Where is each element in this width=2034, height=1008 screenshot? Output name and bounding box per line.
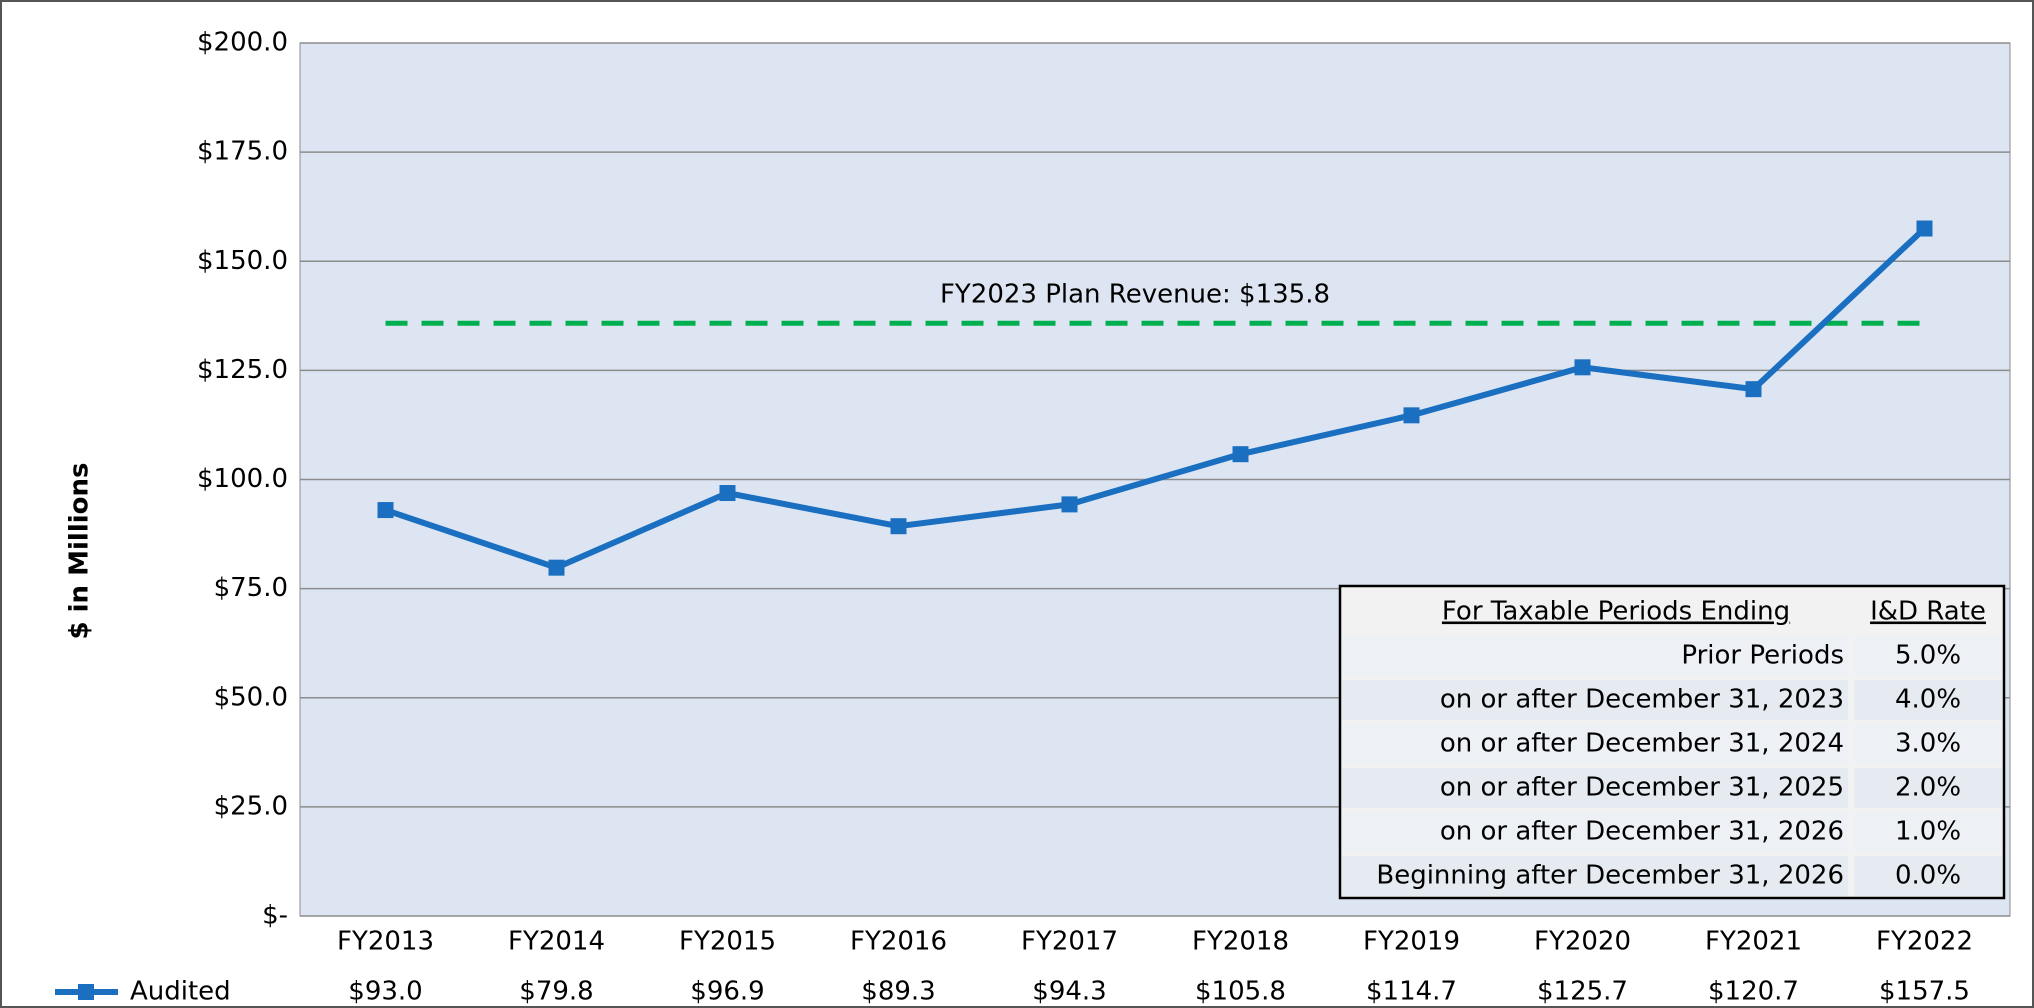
table-cell: on or after December 31, 2023 <box>1440 685 1844 715</box>
point-marker <box>1916 220 1933 237</box>
x-tick-label: FY2015 <box>679 927 776 957</box>
table-row-bg <box>1342 768 1848 808</box>
y-tick-label: $50.0 <box>214 682 288 712</box>
point-marker <box>1061 496 1078 513</box>
plan-label: FY2023 Plan Revenue: $135.8 <box>940 280 1330 310</box>
point-marker <box>1574 359 1591 376</box>
x-tick-label: FY2017 <box>1021 927 1118 957</box>
table-cell: 1.0% <box>1895 817 1961 847</box>
legend-label: Audited <box>130 977 231 1007</box>
legend-marker <box>78 984 94 1000</box>
series-line <box>384 226 1927 571</box>
table-row-bg <box>1342 812 1848 852</box>
y-tick-label: $100.0 <box>197 464 288 494</box>
data-table-value: $93.0 <box>348 977 422 1007</box>
data-table-value: $157.5 <box>1879 977 1970 1007</box>
table-row-bg <box>1854 812 2002 852</box>
table-row-bg <box>1342 636 1848 676</box>
table-cell: on or after December 31, 2026 <box>1440 817 1844 847</box>
x-tick-label: FY2021 <box>1705 927 1802 957</box>
y-tick-label: $75.0 <box>214 573 288 603</box>
table-cell: 3.0% <box>1895 729 1961 759</box>
data-table-value: $96.9 <box>690 977 764 1007</box>
table-header: For Taxable Periods Ending <box>1442 597 1790 627</box>
table-cell: 5.0% <box>1895 641 1961 671</box>
x-tick-label: FY2020 <box>1534 927 1631 957</box>
x-tick-label: FY2018 <box>1192 927 1289 957</box>
y-tick-label: $- <box>262 901 288 931</box>
table-row-bg <box>1854 768 2002 808</box>
y-axis-label: $ in Millions <box>65 463 95 640</box>
data-table-value: $105.8 <box>1195 977 1286 1007</box>
table-cell: Prior Periods <box>1681 641 1844 671</box>
table-row-bg <box>1342 856 1848 896</box>
y-tick-label: $25.0 <box>214 791 288 821</box>
x-tick-label: FY2022 <box>1876 927 1973 957</box>
point-marker <box>1403 407 1420 424</box>
table-cell: 4.0% <box>1895 685 1961 715</box>
x-tick-label: FY2013 <box>337 927 434 957</box>
x-tick-label: FY2016 <box>850 927 947 957</box>
point-marker <box>890 518 907 535</box>
y-tick-label: $175.0 <box>197 137 288 167</box>
point-marker <box>548 559 565 576</box>
x-tick-label: FY2014 <box>508 927 605 957</box>
table-row-bg <box>1854 724 2002 764</box>
point-marker <box>1745 381 1762 398</box>
table-row-bg <box>1342 724 1848 764</box>
point-marker <box>719 485 736 502</box>
y-tick-label: $150.0 <box>197 246 288 276</box>
data-table-value: $114.7 <box>1366 977 1457 1007</box>
table-cell: on or after December 31, 2025 <box>1440 773 1844 803</box>
table-row-bg <box>1854 856 2002 896</box>
table-header: I&D Rate <box>1870 597 1986 627</box>
data-table-value: $125.7 <box>1537 977 1628 1007</box>
table-row-bg <box>1854 636 2002 676</box>
data-table-value: $120.7 <box>1708 977 1799 1007</box>
table-cell: Beginning after December 31, 2026 <box>1376 861 1844 891</box>
x-tick-label: FY2019 <box>1363 927 1460 957</box>
y-tick-label: $125.0 <box>197 355 288 385</box>
table-cell: on or after December 31, 2024 <box>1440 729 1844 759</box>
data-table-value: $94.3 <box>1032 977 1106 1007</box>
table-cell: 2.0% <box>1895 773 1961 803</box>
point-marker <box>377 502 394 519</box>
y-tick-label: $200.0 <box>197 28 288 58</box>
table-row-bg <box>1342 680 1848 720</box>
table-row-bg <box>1854 680 2002 720</box>
point-marker <box>1232 446 1249 463</box>
table-cell: 0.0% <box>1895 861 1961 891</box>
data-table-value: $79.8 <box>519 977 593 1007</box>
data-table-value: $89.3 <box>861 977 935 1007</box>
inset-table-border <box>1338 584 2006 900</box>
